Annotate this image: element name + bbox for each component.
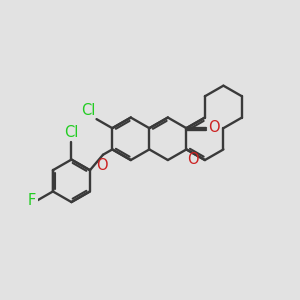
Text: F: F	[28, 193, 36, 208]
Text: O: O	[96, 158, 108, 172]
Text: O: O	[208, 120, 220, 135]
Text: O: O	[188, 152, 199, 167]
Text: Cl: Cl	[64, 125, 79, 140]
Text: Cl: Cl	[81, 103, 95, 118]
